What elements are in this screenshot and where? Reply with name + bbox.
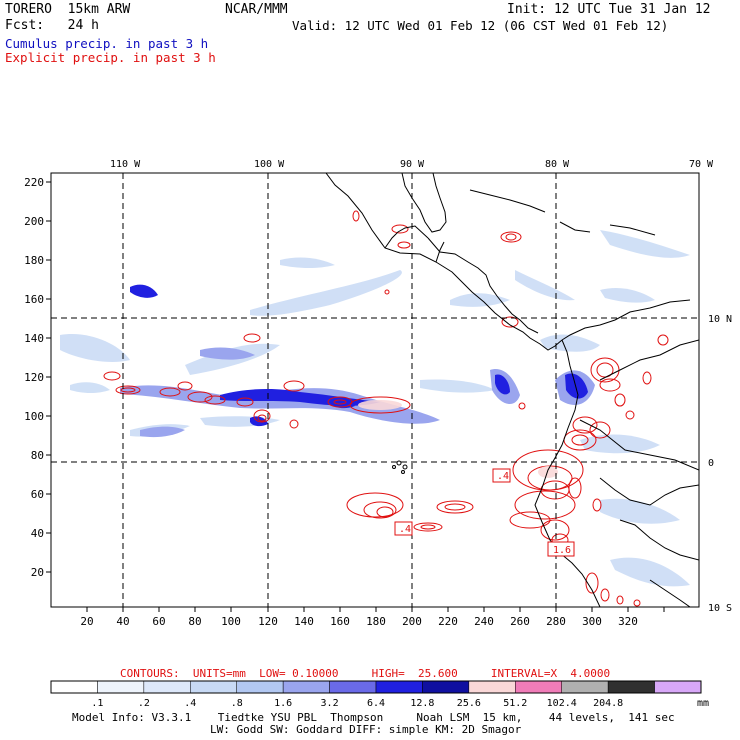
init-time: Init: 12 UTC Tue 31 Jan 12 — [507, 2, 711, 17]
cumulus-precip-heavy — [130, 284, 588, 427]
axis-ticks — [46, 181, 665, 612]
colorbar-segment — [329, 680, 377, 694]
x-tick-label: 200 — [402, 615, 422, 628]
colorbar-label: 51.2 — [503, 698, 527, 709]
lat-label: 10 S — [708, 603, 732, 614]
map-frame — [50, 172, 700, 608]
lon-label: 80 W — [545, 159, 570, 170]
colorbar-segment — [282, 680, 330, 694]
y-tick-label: 220 — [24, 176, 44, 189]
x-tick-label: 60 — [152, 615, 165, 628]
right-lat-labels: 10 N 0 10 S — [708, 314, 732, 614]
lat-label: 0 — [708, 458, 714, 469]
colorbar-segment — [468, 680, 516, 694]
lon-label: 100 W — [254, 159, 285, 170]
y-tick-label: 20 — [31, 566, 44, 579]
colorbar-segment — [654, 680, 702, 694]
colorbar-label: .8 — [231, 698, 243, 709]
colorbar-segment — [190, 680, 237, 694]
y-tick-label: 100 — [24, 410, 44, 423]
colorbar-segment — [236, 680, 284, 694]
x-tick-label: 220 — [438, 615, 458, 628]
contour-label: .4 — [399, 524, 411, 535]
colorbar-label: .4 — [184, 698, 196, 709]
contours-info: CONTOURS: UNITS=mm LOW= 0.10000 HIGH= 25… — [120, 667, 611, 680]
colorbar-label: 3.2 — [321, 698, 339, 709]
map-content — [60, 173, 699, 607]
colorbar-segment — [422, 680, 470, 694]
colorbar-label: .2 — [138, 698, 150, 709]
colorbar-segment — [375, 680, 423, 694]
colorbar-segment — [515, 680, 562, 694]
colorbar — [50, 680, 702, 694]
x-tick-label: 40 — [116, 615, 129, 628]
colorbar-segment — [143, 680, 191, 694]
contour-label: 1.6 — [553, 545, 571, 556]
x-tick-label: 100 — [221, 615, 241, 628]
y-tick-labels: 220 200 180 160 140 120 100 80 60 40 20 — [24, 176, 44, 579]
x-tick-label: 120 — [258, 615, 278, 628]
y-tick-label: 40 — [31, 527, 44, 540]
colorbar-label: 6.4 — [367, 698, 385, 709]
coastlines — [325, 173, 699, 607]
x-tick-label: 320 — [618, 615, 638, 628]
model-title: TORERO 15km ARW — [5, 2, 131, 17]
y-tick-label: 80 — [31, 449, 44, 462]
contour-label-box: .4 — [394, 521, 413, 536]
x-tick-label: 300 — [582, 615, 602, 628]
colorbar-label: .1 — [91, 698, 103, 709]
y-tick-label: 60 — [31, 488, 44, 501]
lon-label: 110 W — [110, 159, 141, 170]
colorbar-unit: mm — [697, 698, 709, 709]
explicit-precip-contours — [103, 210, 669, 607]
colorbar-segment — [561, 680, 609, 694]
forecast-hour: Fcst: 24 h — [5, 18, 99, 33]
model-info-line1: Model Info: V3.3.1 Tiedtke YSU PBL Thomp… — [72, 711, 675, 724]
valid-time: Valid: 12 UTC Wed 01 Feb 12 (06 CST Wed … — [292, 18, 669, 33]
x-tick-label: 240 — [474, 615, 494, 628]
x-tick-label: 20 — [80, 615, 93, 628]
y-tick-label: 180 — [24, 254, 44, 267]
colorbar-frame — [50, 680, 702, 694]
x-tick-label: 160 — [330, 615, 350, 628]
model-info-line2: LW: Godd SW: Goddard DIFF: simple KM: 2D… — [210, 723, 522, 736]
x-tick-labels: 20 40 60 80 100 120 140 160 180 200 220 … — [80, 615, 638, 628]
colorbar-label: 204.8 — [593, 698, 623, 709]
colorbar-segment — [607, 680, 655, 694]
y-tick-label: 140 — [24, 332, 44, 345]
colorbar-segment — [97, 680, 145, 694]
contour-label-box: .4 — [492, 468, 511, 483]
org-label: NCAR/MMM — [225, 2, 288, 17]
colorbar-label: 25.6 — [457, 698, 481, 709]
x-tick-label: 180 — [366, 615, 386, 628]
legend-cumulus: Cumulus precip. in past 3 h — [5, 36, 209, 51]
explicit-precip-fill — [358, 400, 558, 478]
colorbar-label: 12.8 — [410, 698, 434, 709]
x-tick-label: 260 — [510, 615, 530, 628]
contour-label: .4 — [497, 471, 509, 482]
legend-explicit: Explicit precip. in past 3 h — [5, 50, 216, 65]
colorbar-label: 1.6 — [274, 698, 292, 709]
colorbar-label: 102.4 — [547, 698, 577, 709]
contour-label-box: 1.6 — [547, 541, 575, 557]
lat-label: 10 N — [708, 314, 732, 325]
y-tick-label: 120 — [24, 371, 44, 384]
x-tick-label: 140 — [294, 615, 314, 628]
colorbar-labels: .1 .2 .4 .8 1.6 3.2 6.4 12.8 25.6 51.2 102.4 204.8 — [91, 698, 623, 709]
colorbar-segment — [50, 680, 98, 694]
lon-label: 90 W — [400, 159, 425, 170]
lon-label: 70 W — [689, 159, 714, 170]
top-lon-labels: 110 W 100 W 90 W 80 W 70 W — [110, 159, 714, 170]
y-tick-label: 200 — [24, 215, 44, 228]
y-tick-label: 160 — [24, 293, 44, 306]
x-tick-label: 280 — [546, 615, 566, 628]
x-tick-label: 80 — [188, 615, 201, 628]
